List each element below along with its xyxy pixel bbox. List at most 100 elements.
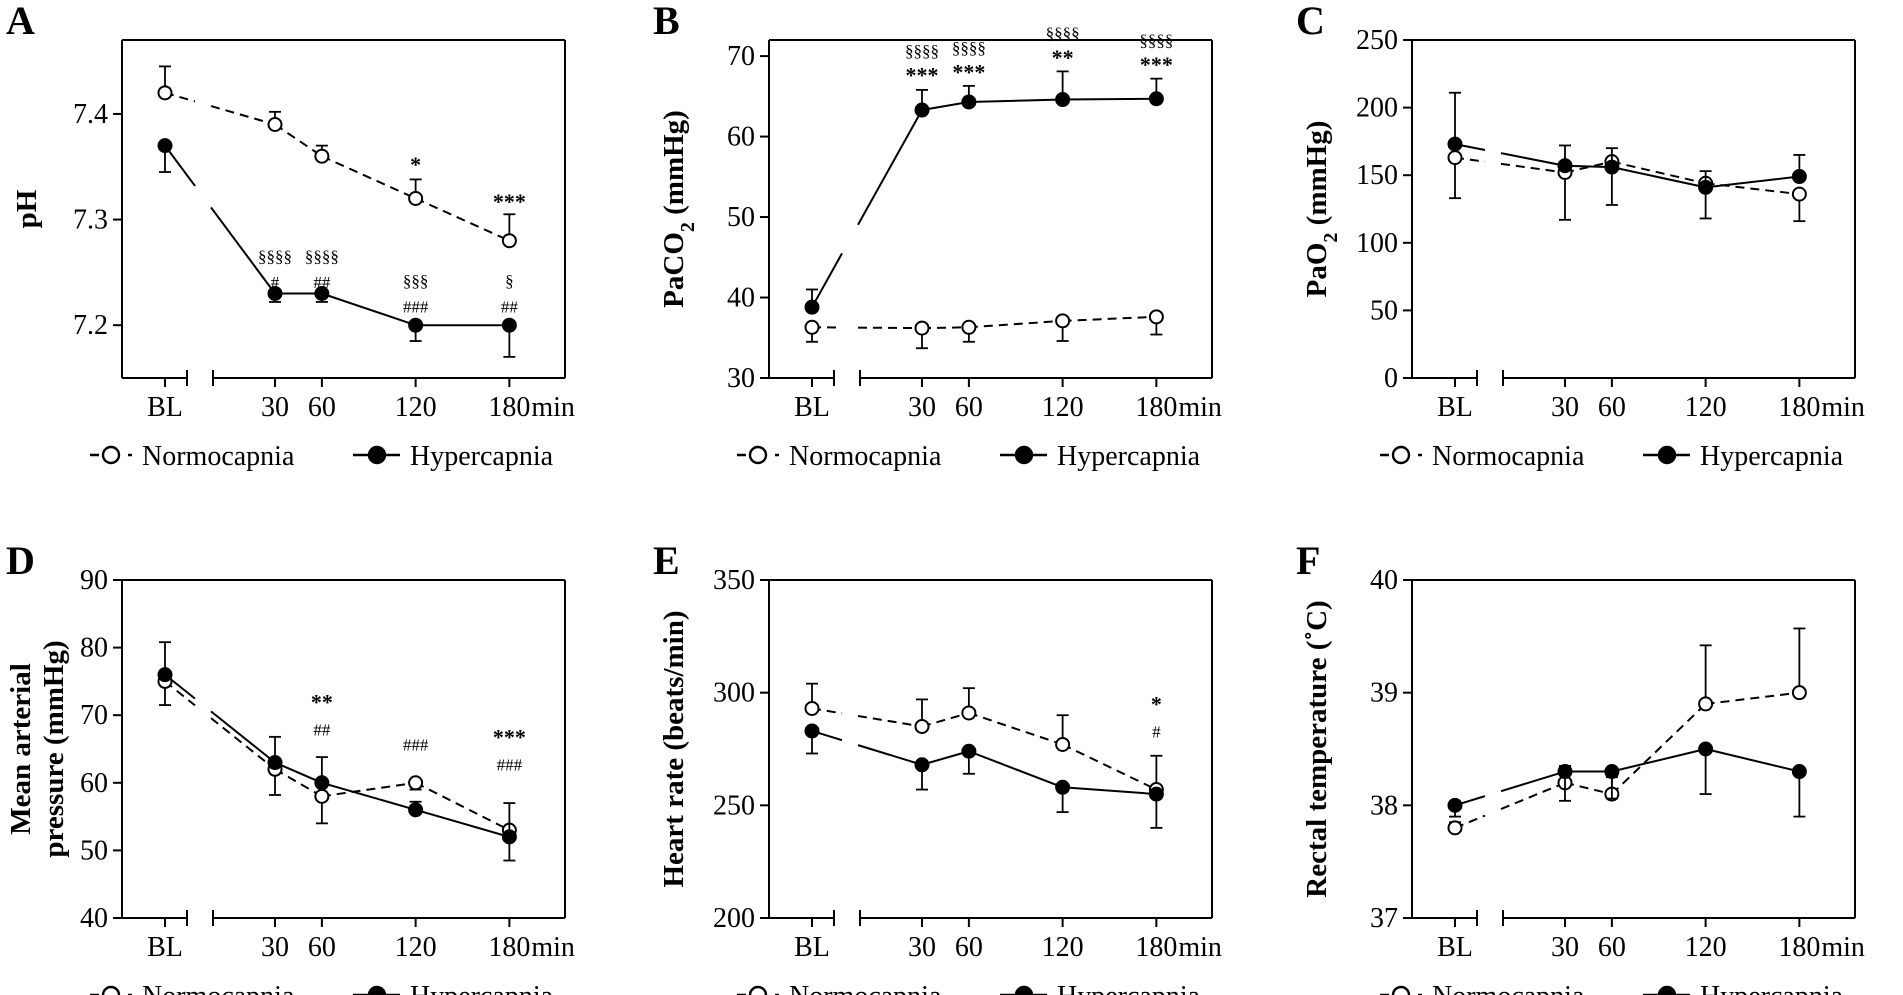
data-point <box>408 775 424 791</box>
y-tick-label: 90 <box>80 565 108 596</box>
legend-label-hypercapnia: Hypercapnia <box>1057 981 1201 995</box>
data-point <box>501 829 517 845</box>
series-line-segment <box>1062 786 1157 796</box>
series-line-segment <box>1564 781 1613 796</box>
significance-annotation: ## <box>501 298 519 317</box>
panel-c: C 0 50 100 150 200 250 BL 30 60 120 180 min PaO2 (mmH… <box>1296 0 1865 472</box>
legend-label-normocapnia: Normocapnia <box>142 441 295 472</box>
y-tick-label: 350 <box>713 565 755 596</box>
data-point <box>157 667 173 683</box>
legend: Normocapnia Hypercapnia <box>737 441 1201 472</box>
data-point <box>314 788 330 804</box>
data-point <box>501 233 517 249</box>
y-tick-label: 30 <box>727 363 755 394</box>
x-tick-label: 180 <box>1135 932 1177 963</box>
legend-marker-hypercapnia <box>1014 445 1034 465</box>
x-unit-label: min <box>1178 392 1222 423</box>
series-line-segment <box>210 717 276 771</box>
series-line-segment <box>968 711 1063 746</box>
data-point <box>961 743 977 759</box>
data-point <box>961 94 977 110</box>
x-tick-label: 120 <box>1042 932 1084 963</box>
series-line-segment <box>921 100 970 111</box>
x-tick-label: 30 <box>908 392 936 423</box>
x-tick-label: 180 <box>488 392 530 423</box>
x-unit-label: min <box>1178 932 1222 963</box>
y-tick-label: 50 <box>80 835 108 866</box>
significance-annotation: *** <box>493 725 526 750</box>
y-axis-label: Heart rate (beats/min) <box>658 610 690 887</box>
series-hypercapnia <box>1447 91 1807 195</box>
significance-annotation: *** <box>493 189 526 214</box>
significance-annotation: * <box>410 152 421 177</box>
panel-a: A7.27.37.4BL 30 60 120 180 minpH****§§§§#§§§§… <box>6 0 575 472</box>
x-tick-label: 60 <box>308 932 336 963</box>
legend-marker-hypercapnia <box>1657 445 1677 465</box>
data-point <box>1447 136 1463 152</box>
series-line-segment <box>1062 315 1157 322</box>
series-line-segment <box>1564 164 1612 169</box>
data-point <box>804 319 820 335</box>
legend-label-normocapnia: Normocapnia <box>1432 441 1585 472</box>
y-tick-label: 100 <box>1356 228 1398 259</box>
significance-annotation: ### <box>497 756 523 775</box>
data-point <box>1055 736 1071 752</box>
data-point <box>1698 696 1714 712</box>
y-tick-label: 39 <box>1370 678 1398 709</box>
series-line-segment <box>1500 162 1566 174</box>
x-tick-label: 180 <box>1778 932 1820 963</box>
series-line-segment <box>1500 781 1566 810</box>
panel-letter: F <box>1296 538 1320 583</box>
significance-annotation: ## <box>313 720 331 739</box>
data-point <box>1604 159 1620 175</box>
series-line-segment <box>1705 175 1800 189</box>
data-point <box>1447 820 1463 836</box>
series-line-segment <box>1611 160 1706 185</box>
legend-marker-hypercapnia <box>367 985 387 995</box>
data-point <box>314 148 330 164</box>
y-tick-label: 0 <box>1384 363 1398 394</box>
legend-marker-normocapnia <box>101 445 121 465</box>
panel-e: E 200 250 300 350 BL 30 60 120 180 min Heart rate (… <box>653 538 1222 995</box>
legend-marker-hypercapnia <box>1014 985 1034 995</box>
legend-label-hypercapnia: Hypercapnia <box>1700 981 1844 995</box>
data-point <box>1698 741 1714 757</box>
series-line-segment <box>164 145 196 187</box>
panel-letter: D <box>6 538 35 583</box>
y-tick-label: 80 <box>80 633 108 664</box>
significance-annotation: §§§§ <box>1139 31 1173 50</box>
y-tick-label: 300 <box>713 678 755 709</box>
data-point <box>157 138 173 154</box>
data-point <box>914 320 930 336</box>
y-tick-label: 7.2 <box>73 310 108 341</box>
y-tick-label: 250 <box>1356 25 1398 56</box>
y-axis-label: pH <box>11 189 43 228</box>
significance-annotation: # <box>271 273 280 292</box>
y-tick-label: 40 <box>727 283 755 314</box>
significance-annotation: § <box>505 272 514 291</box>
legend-label-normocapnia: Normocapnia <box>1432 981 1585 995</box>
series-line-segment <box>1705 748 1800 773</box>
significance-annotation: §§§§ <box>952 38 986 57</box>
significance-annotation: §§§§ <box>1046 24 1080 43</box>
significance-annotation: §§§§ <box>905 42 939 61</box>
y-tick-label: 50 <box>1370 295 1398 326</box>
series-line-segment <box>857 714 923 728</box>
significance-annotation: ** <box>311 689 333 714</box>
significance-annotation: ### <box>403 298 429 317</box>
series-line-segment <box>921 750 970 766</box>
panel-letter: E <box>653 538 680 583</box>
legend: Normocapnia Hypercapnia <box>90 981 554 995</box>
x-tick-label: BL <box>794 932 830 963</box>
data-point <box>314 775 330 791</box>
significance-annotation: §§§ <box>403 272 429 291</box>
x-tick-label: BL <box>1437 392 1473 423</box>
data-point <box>1055 92 1071 108</box>
data-point <box>1447 797 1463 813</box>
panel-f: F 37 38 39 40 BL 30 60 120 180 min Rectal temperatu… <box>1296 538 1865 995</box>
panel-letter: C <box>1296 0 1325 43</box>
data-point <box>1148 786 1164 802</box>
x-tick-label: BL <box>794 392 830 423</box>
series-line-segment <box>968 319 1063 329</box>
